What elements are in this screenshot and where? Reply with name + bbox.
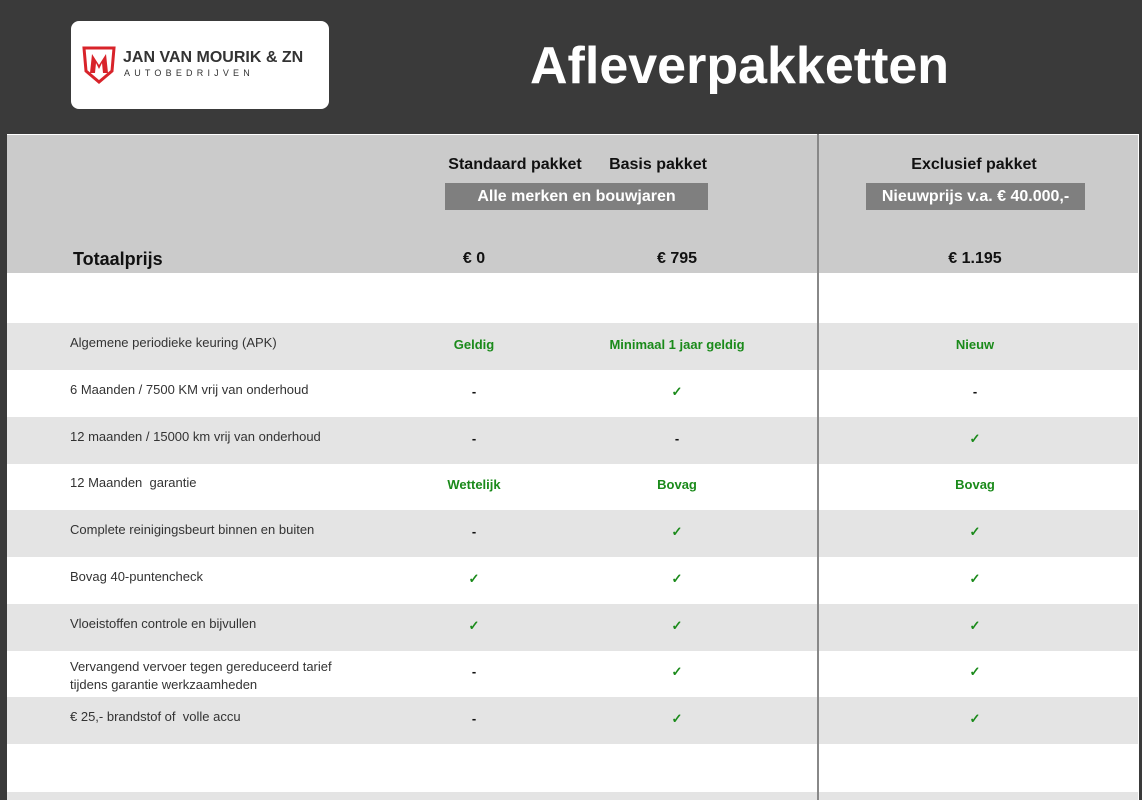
cell-exclusief: ✓ bbox=[969, 618, 981, 633]
cell-basis: Minimaal 1 jaar geldig bbox=[609, 337, 745, 352]
cell-exclusief: ✓ bbox=[969, 431, 981, 446]
total-price-label: Totaalprijs bbox=[73, 249, 163, 269]
cell-basis: ✓ bbox=[671, 664, 683, 679]
cell-standaard: - bbox=[471, 384, 477, 399]
row-label: € 25,- brandstof of volle accu bbox=[70, 709, 241, 724]
cell-basis: ✓ bbox=[671, 711, 683, 726]
table-row bbox=[7, 510, 1138, 557]
row-label: Complete reinigingsbeurt binnen en buite… bbox=[70, 522, 315, 537]
cell-exclusief: ✓ bbox=[969, 571, 981, 586]
package-exclusief: Exclusief pakket bbox=[911, 156, 1037, 173]
logo-shield-icon bbox=[82, 46, 116, 84]
cell-standaard: ✓ bbox=[468, 618, 480, 633]
cell-exclusief: Bovag bbox=[955, 477, 995, 492]
cell-standaard: - bbox=[471, 664, 477, 679]
table-row bbox=[7, 604, 1138, 651]
company-logo: JAN VAN MOURIK & ZN AUTOBEDRIJVEN bbox=[71, 21, 329, 109]
cell-standaard: - bbox=[471, 431, 477, 446]
right-border bbox=[1139, 0, 1142, 800]
row-label: 6 Maanden / 7500 KM vrij van onderhoud bbox=[70, 382, 309, 397]
cell-exclusief: ✓ bbox=[969, 664, 981, 679]
price-exclusief: € 1.195 bbox=[948, 250, 1002, 267]
pill-new-price: Nieuwprijs v.a. € 40.000,- bbox=[866, 183, 1085, 210]
cell-exclusief: Nieuw bbox=[955, 337, 995, 352]
cell-standaard: Wettelijk bbox=[447, 477, 501, 492]
row-label: Bovag 40-puntencheck bbox=[70, 569, 203, 584]
cell-exclusief: ✓ bbox=[969, 711, 981, 726]
pill-all-brands: Alle merken en bouwjaren bbox=[445, 183, 708, 210]
cell-basis: - bbox=[674, 431, 680, 446]
header: JAN VAN MOURIK & ZN AUTOBEDRIJVEN Afleve… bbox=[0, 0, 1142, 134]
price-standaard: € 0 bbox=[462, 250, 486, 267]
table-row bbox=[7, 697, 1138, 744]
row-label: Vloeistoffen controle en bijvullen bbox=[70, 616, 257, 631]
table-row bbox=[7, 417, 1138, 464]
package-basis: Basis pakket bbox=[609, 156, 707, 173]
logo-name: JAN VAN MOURIK & ZN bbox=[123, 49, 304, 66]
cell-standaard: ✓ bbox=[468, 571, 480, 586]
cell-exclusief: ✓ bbox=[969, 524, 981, 539]
row-label: 12 Maanden garantie bbox=[70, 475, 197, 490]
cell-standaard: - bbox=[471, 711, 477, 726]
bottom-band bbox=[7, 792, 1138, 800]
cell-basis: ✓ bbox=[671, 384, 683, 399]
row-label: Algemene periodieke keuring (APK) bbox=[70, 335, 277, 350]
row-label: Vervangend vervoer tegen gereduceerd tar… bbox=[70, 659, 332, 692]
row-label: 12 maanden / 15000 km vrij van onderhoud bbox=[70, 429, 321, 444]
column-divider bbox=[817, 134, 819, 800]
cell-standaard: Geldig bbox=[453, 337, 495, 352]
package-standaard: Standaard pakket bbox=[448, 156, 582, 173]
cell-basis: ✓ bbox=[671, 571, 683, 586]
table-row bbox=[7, 323, 1138, 370]
page-title: Afleverpakketten bbox=[530, 37, 950, 95]
price-basis: € 795 bbox=[656, 250, 698, 267]
left-border bbox=[0, 0, 7, 800]
cell-basis: ✓ bbox=[671, 618, 683, 633]
cell-standaard: - bbox=[471, 524, 477, 539]
logo-subtitle: AUTOBEDRIJVEN bbox=[124, 68, 254, 78]
cell-exclusief: - bbox=[972, 384, 978, 399]
cell-basis: ✓ bbox=[671, 524, 683, 539]
cell-basis: Bovag bbox=[657, 477, 697, 492]
